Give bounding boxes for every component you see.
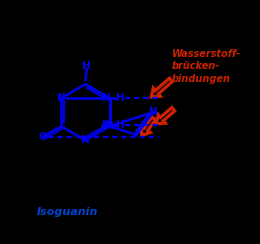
- Text: N: N: [102, 120, 110, 130]
- Text: N: N: [81, 135, 90, 145]
- Text: O: O: [39, 132, 48, 142]
- Text: H: H: [116, 120, 125, 130]
- Text: N: N: [148, 107, 157, 117]
- Text: Wasserstoff-
brücken-
bindungen: Wasserstoff- brücken- bindungen: [172, 49, 241, 84]
- Text: H: H: [82, 61, 91, 71]
- Text: N: N: [105, 121, 114, 131]
- Text: N: N: [102, 93, 110, 103]
- Text: N: N: [57, 93, 66, 103]
- Text: Isoguanin: Isoguanin: [37, 207, 98, 217]
- Text: H: H: [116, 93, 125, 103]
